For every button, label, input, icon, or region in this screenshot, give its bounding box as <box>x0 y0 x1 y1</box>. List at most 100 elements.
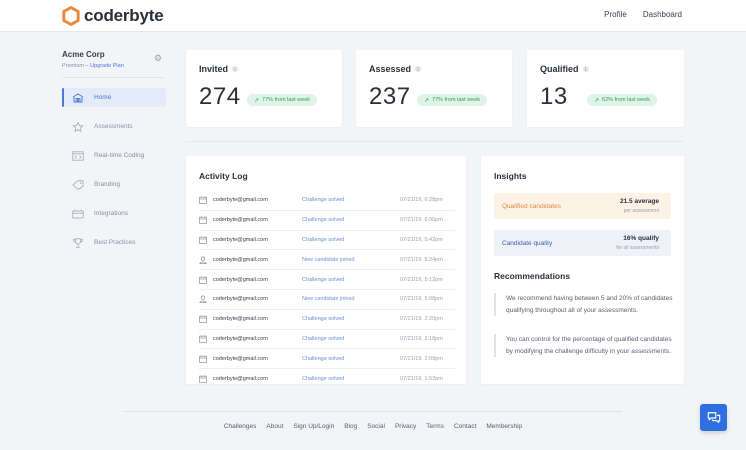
insights-card: Insights Qualified candidates 21.5 avera… <box>481 156 684 384</box>
star-icon <box>72 121 84 132</box>
section-divider <box>186 141 684 142</box>
sidebar-item-label: Real-time Coding <box>94 152 145 159</box>
sidebar-item-realtime-coding[interactable]: Real-time Coding <box>62 146 166 165</box>
activity-log-title: Activity Log <box>199 171 248 181</box>
sidebar-item-best-practices[interactable]: Best Practices <box>62 233 166 252</box>
log-email[interactable]: coderbyte@gmail.com <box>213 355 268 362</box>
info-icon[interactable]: i <box>232 66 239 72</box>
stat-trend-badge: ↗ 62% from last week <box>587 94 658 106</box>
log-time: 07/21/19, 5:12pm <box>400 276 443 283</box>
stat-trend-text: 77% from last week <box>262 97 311 103</box>
footer-link-contact[interactable]: Contact <box>453 423 477 430</box>
integration-icon <box>72 209 84 219</box>
log-email[interactable]: coderbyte@gmail.com <box>213 276 268 283</box>
log-action[interactable]: New candidate joined <box>302 256 355 263</box>
log-action[interactable]: Challenge solved <box>302 276 345 283</box>
recommendation-text: You can control for the percentage of qu… <box>494 334 674 357</box>
logo[interactable]: coderbyte <box>62 6 164 26</box>
log-time: 07/21/19, 2:20pm <box>400 316 443 323</box>
activity-log-row: coderbyte@gmail.com Challenge solved 07/21… <box>199 270 455 290</box>
activity-log-row: coderbyte@gmail.com Challenge solved 07/21… <box>199 231 455 251</box>
footer-link-signup-login[interactable]: Sign Up/Login <box>293 423 335 430</box>
log-email[interactable]: coderbyte@gmail.com <box>213 217 268 224</box>
log-time: 07/21/19, 2:18pm <box>400 335 443 342</box>
stat-value: 237 <box>369 83 411 110</box>
footer-link-challenges[interactable]: Challenges <box>223 423 257 430</box>
info-icon[interactable]: i <box>582 66 589 72</box>
calendar-icon <box>199 315 207 323</box>
stat-trend-badge: ↗ 77% from last week <box>247 94 318 106</box>
log-email[interactable]: coderbyte@gmail.com <box>213 197 268 204</box>
plan-name: Premium <box>62 63 85 69</box>
log-action[interactable]: Challenge solved <box>302 376 345 383</box>
footer-link-about[interactable]: About <box>266 423 284 430</box>
stat-title-text: Invited <box>199 64 229 74</box>
stat-card-assessed: Assessed i 237 ↗ 77% from last week <box>356 50 512 127</box>
log-time: 07/21/19, 2:09pm <box>400 355 443 362</box>
sidebar-item-home[interactable]: Home <box>62 88 166 107</box>
log-email[interactable]: coderbyte@gmail.com <box>213 236 268 243</box>
chat-icon <box>707 411 720 423</box>
stat-trend-badge: ↗ 77% from last week <box>417 94 488 106</box>
trend-up-icon: ↗ <box>424 97 430 104</box>
trend-up-icon: ↗ <box>594 97 600 104</box>
calendar-icon <box>199 236 207 244</box>
log-email[interactable]: coderbyte@gmail.com <box>213 316 268 323</box>
sidebar-item-label: Best Practices <box>94 239 136 246</box>
activity-log-row: coderbyte@gmail.com Challenge solved 07/21… <box>199 310 455 330</box>
plan-separator: – <box>84 63 91 69</box>
sidebar-item-assessments[interactable]: Assessments <box>62 117 166 136</box>
sidebar-item-label: Integrations <box>94 210 128 217</box>
top-nav: Profile Dashboard <box>604 10 682 19</box>
chat-button[interactable] <box>700 404 727 431</box>
sidebar-item-label: Assessments <box>94 123 133 130</box>
upgrade-plan-link[interactable]: Upgrade Plan <box>90 63 124 69</box>
log-email[interactable]: coderbyte@gmail.com <box>213 296 268 303</box>
log-action[interactable]: Challenge solved <box>302 316 345 323</box>
activity-log-row: coderbyte@gmail.com New candidate joined 0… <box>199 250 455 271</box>
stat-title-text: Qualified <box>540 64 579 74</box>
gear-icon[interactable]: ⚙ <box>154 53 163 63</box>
footer-link-privacy[interactable]: Privacy <box>394 423 417 430</box>
recommendations-title: Recommendations <box>494 271 571 281</box>
stat-value: 13 <box>540 83 568 110</box>
insights-title: Insights <box>494 171 527 181</box>
recommendation-text: We recommend having between 5 and 20% of… <box>494 293 674 316</box>
calendar-icon <box>199 355 207 363</box>
dashboard-link[interactable]: Dashboard <box>642 10 682 19</box>
insight-qualified-candidates: Qualified candidates 21.5 average per as… <box>494 193 671 219</box>
sidebar-divider <box>62 77 164 78</box>
log-email[interactable]: coderbyte@gmail.com <box>213 376 268 383</box>
sidebar-item-integrations[interactable]: Integrations <box>62 204 166 223</box>
stat-trend-text: 62% from last week <box>602 97 651 103</box>
log-email[interactable]: coderbyte@gmail.com <box>213 335 268 342</box>
footer-link-blog[interactable]: Blog <box>344 423 358 430</box>
log-time: 07/21/19, 6:00pm <box>400 217 443 224</box>
insight-candidate-quality: Candidate quality 16% qualify for all as… <box>494 230 671 256</box>
log-action[interactable]: Challenge solved <box>302 355 345 362</box>
sidebar-item-branding[interactable]: Branding <box>62 175 166 194</box>
user-icon <box>199 256 207 264</box>
log-action[interactable]: Challenge solved <box>302 335 345 342</box>
log-email[interactable]: coderbyte@gmail.com <box>213 256 268 263</box>
activity-log-list: coderbyte@gmail.com Challenge solved 07/21… <box>199 191 455 389</box>
info-icon[interactable]: i <box>415 66 422 72</box>
activity-log-row: coderbyte@gmail.com Challenge solved 07/21… <box>199 330 455 350</box>
home-icon <box>72 92 84 103</box>
sidebar: Acme Corp ⚙ Premium – Upgrade Plan Home … <box>62 50 168 262</box>
footer-links: Challenges About Sign Up/Login Blog Soci… <box>0 423 746 430</box>
log-action[interactable]: Challenge solved <box>302 197 345 204</box>
footer-link-social[interactable]: Social <box>367 423 385 430</box>
log-action[interactable]: Challenge solved <box>302 217 345 224</box>
sidebar-item-label: Home <box>94 94 112 101</box>
log-action[interactable]: New candidate joined <box>302 296 355 303</box>
footer-link-terms[interactable]: Terms <box>426 423 444 430</box>
activity-log-row: coderbyte@gmail.com Challenge solved 07/21… <box>199 211 455 231</box>
profile-link[interactable]: Profile <box>604 10 627 19</box>
code-window-icon <box>72 150 84 161</box>
log-action[interactable]: Challenge solved <box>302 236 345 243</box>
top-bar: coderbyte Profile Dashboard <box>0 0 746 32</box>
activity-log-row: coderbyte@gmail.com Challenge solved 07/21… <box>199 349 455 370</box>
footer-link-membership[interactable]: Membership <box>486 423 523 430</box>
log-time: 07/21/19, 5:08pm <box>400 296 443 303</box>
